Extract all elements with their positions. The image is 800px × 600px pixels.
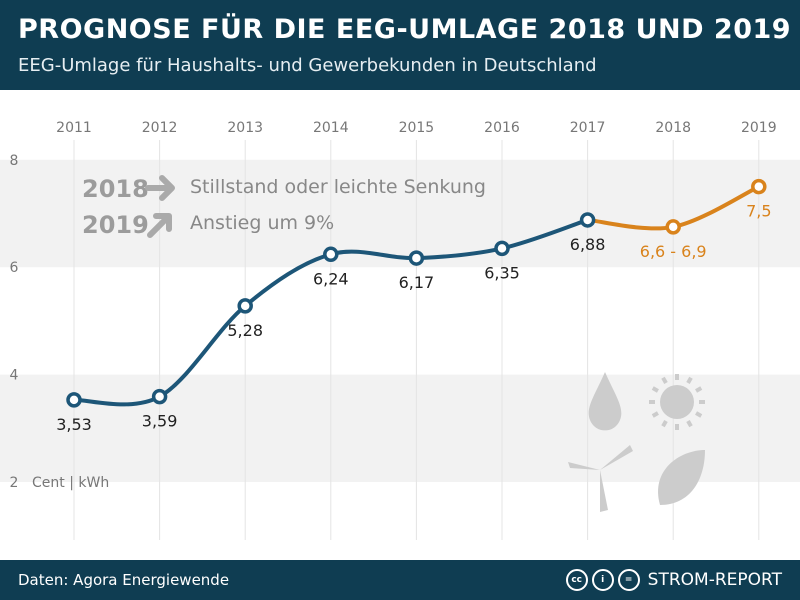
data-label: 6,6 - 6,9 <box>640 242 707 261</box>
legend-text: Anstieg um 9% <box>190 212 334 234</box>
data-label: 7,5 <box>746 202 771 221</box>
arrow-up-right-icon <box>147 213 172 238</box>
sun-ray <box>686 376 693 384</box>
forecast-point <box>665 219 681 235</box>
sun-ray <box>695 386 703 393</box>
x-tick-label: 2018 <box>655 120 691 136</box>
y-tick-label: 2 <box>10 475 19 491</box>
page-subtitle: EEG-Umlage für Haushalts- und Gewerbekun… <box>18 55 597 76</box>
sun-ray <box>686 420 693 428</box>
chart: 2011 2012 2013 2014 2015 2016 2017 2018 2019 2 4 6 8… <box>0 120 800 540</box>
y-axis-label: Cent | kWh <box>32 475 109 491</box>
data-label: 6,88 <box>570 235 606 254</box>
actual-point <box>579 212 596 228</box>
page-title: PROGNOSE FÜR DIE EEG-UMLAGE 2018 UND 201… <box>18 14 792 45</box>
x-tick-label: 2013 <box>227 120 263 136</box>
actual-point <box>66 392 82 408</box>
sun-ray <box>661 376 668 384</box>
water-drop-icon <box>588 372 622 431</box>
brand: cc i = STROM-REPORT <box>565 569 782 591</box>
brand-name: STROM-REPORT <box>647 570 782 590</box>
sun-ray <box>661 420 668 428</box>
cc-icon: cc <box>565 569 588 591</box>
sun-ray <box>695 411 703 418</box>
legend-year: 2019 <box>82 211 149 239</box>
header: PROGNOSE FÜR DIE EEG-UMLAGE 2018 UND 201… <box>0 0 800 90</box>
x-tick-label: 2015 <box>399 120 435 136</box>
data-label: 6,35 <box>484 263 520 282</box>
x-tick-label: 2017 <box>570 120 606 136</box>
actual-point <box>323 246 339 263</box>
nd-icon: = <box>617 569 640 591</box>
actual-point <box>408 250 425 266</box>
data-label: 6,24 <box>313 269 349 288</box>
source-text: Daten: Agora Energiewende <box>18 571 230 589</box>
sun-ray <box>651 411 659 418</box>
legend-text: Stillstand oder leichte Senkung <box>190 176 486 198</box>
legend-year: 2018 <box>82 175 149 203</box>
x-tick-label: 2019 <box>741 120 777 136</box>
y-tick-label: 8 <box>10 153 19 169</box>
x-tick-label: 2012 <box>142 120 178 136</box>
forecast-point <box>751 178 767 195</box>
wind-turbine-icon <box>568 445 633 512</box>
sun-ray <box>651 386 659 393</box>
x-tick-label: 2011 <box>56 120 92 136</box>
actual-point <box>151 388 168 405</box>
y-tick-label: 4 <box>10 368 19 384</box>
y-tick-label: 6 <box>10 260 19 276</box>
footer: Daten: Agora Energiewende cc i = STROM-R… <box>0 560 800 600</box>
band <box>0 159 800 268</box>
data-label: 6,17 <box>399 273 435 292</box>
actual-point <box>237 298 253 314</box>
arrow-right-icon <box>145 175 175 201</box>
leaf-icon <box>658 450 705 505</box>
by-icon: i <box>591 569 614 591</box>
x-tick-label: 2014 <box>313 120 349 136</box>
data-label: 5,28 <box>227 321 263 340</box>
data-label: 3,59 <box>142 412 178 431</box>
x-tick-label: 2016 <box>484 120 520 136</box>
actual-point <box>494 240 510 257</box>
data-label: 3,53 <box>56 415 92 434</box>
sun-icon <box>660 385 694 419</box>
